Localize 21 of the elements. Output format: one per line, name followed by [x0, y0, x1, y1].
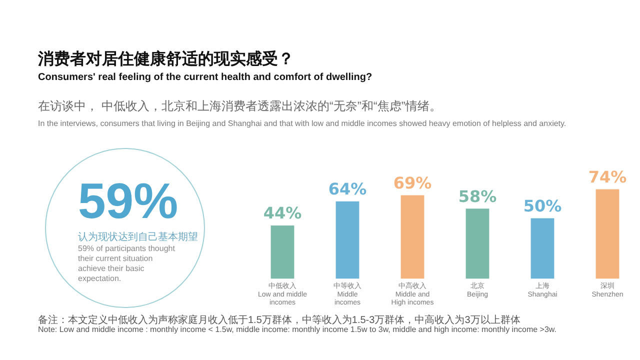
data-label: 50% — [523, 196, 562, 216]
bar — [466, 208, 490, 279]
text: Note: Low and middle income : monthly income < 1.5w, middle income: monthly income 1.5w to 3w, middle and high income: monthly income >3w. — [38, 325, 556, 334]
text: In the interviews, consumers that living in Beijing and Shanghai and that with low and middle incomes showed heavy emotion of helpless and anxiety. — [38, 119, 566, 128]
bar — [530, 218, 554, 279]
bar — [336, 201, 360, 279]
text: 备注：本文定义中低收入为声称家庭月收入低于1.5万群体，中等收入为1.5-3万群体，中高收入为3万以上群体 — [38, 314, 520, 326]
bar — [596, 189, 620, 279]
data-label: 74% — [588, 167, 627, 186]
text: 认为现状达到自己基本期望 — [78, 230, 198, 244]
data-label: 64% — [328, 180, 367, 199]
chart-title: 消费者对居住健康舒适的现实感受？ — [38, 49, 294, 70]
data-label: 58% — [458, 186, 497, 206]
data-label: 69% — [393, 173, 432, 192]
bar — [270, 226, 294, 279]
text: 59% — [78, 172, 178, 230]
data-label: 44% — [263, 204, 302, 223]
bar — [400, 195, 424, 279]
chart-subtitle: Consumers' real feeling of the current health and comfort of dwelling? — [38, 72, 372, 83]
text: 59% of participants thought their current situation achieve their basic expectation. — [78, 244, 176, 284]
text: 在访谈中， 中低收入，北京和上海消费者透露出浓浓的“无奈”和“焦虑”情绪。 — [38, 98, 442, 115]
